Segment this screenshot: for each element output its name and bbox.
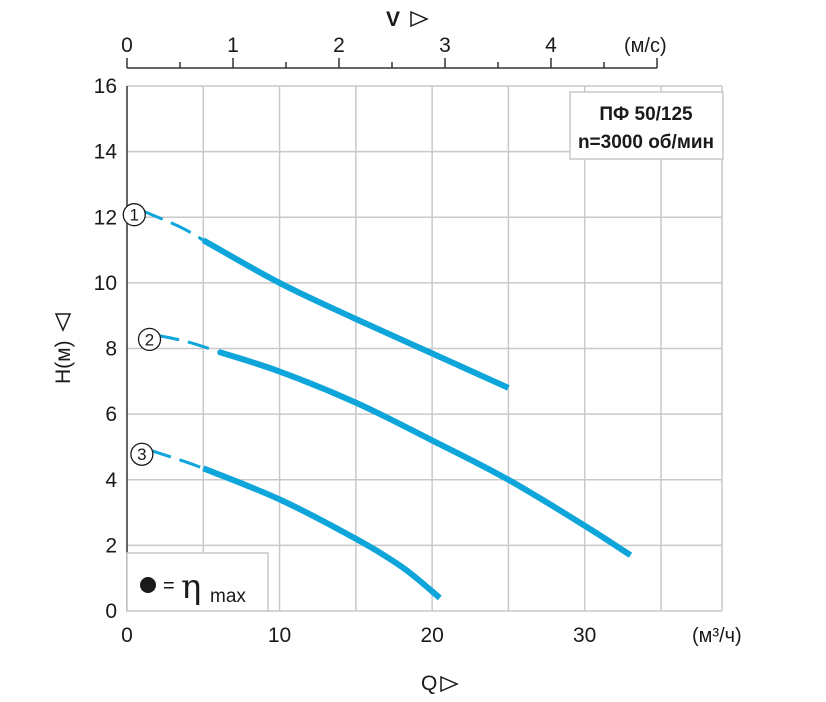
y-axis-title: H(м) <box>52 313 75 384</box>
curve-1-line <box>201 237 510 391</box>
x-unit-label: (м³/ч) <box>692 625 742 647</box>
legend-equals: = <box>163 575 175 597</box>
curve-2-dashed-segment <box>157 333 219 354</box>
top-axis-label: V <box>386 8 400 31</box>
y-tick-label: 4 <box>105 469 117 492</box>
x-axis-label: Q <box>421 672 437 695</box>
curve-2-number: 2 <box>145 330 154 349</box>
x-tick-label: 30 <box>573 624 596 647</box>
curve-1-number: 1 <box>130 206 139 225</box>
x-axis-title: Q <box>421 672 459 695</box>
legend-eta-subscript: max <box>210 586 246 607</box>
y-tick-label: 12 <box>94 206 117 229</box>
title-box-frame <box>569 91 724 160</box>
chart-title-model: ПФ 50/125 <box>599 104 693 125</box>
top-tick-label: 1 <box>227 34 239 57</box>
y-axis-arrow-icon <box>54 313 72 332</box>
legend-eta: η <box>181 567 201 607</box>
top-axis-arrow-icon <box>410 10 429 28</box>
y-tick-label: 6 <box>105 403 117 426</box>
legend: = η max <box>126 552 269 612</box>
x-tick-label: 10 <box>268 624 291 647</box>
y-axis-label: H(м) <box>52 340 75 384</box>
curve-1-dashed-segment <box>141 209 205 242</box>
y-tick-label: 10 <box>94 272 117 295</box>
x-tick-label: 20 <box>420 624 443 647</box>
curve-3-dashed-segment <box>149 448 204 470</box>
top-tick-label: 3 <box>439 34 451 57</box>
curve-2-badge <box>137 327 162 352</box>
curve-1-badge <box>122 203 146 227</box>
x-tick-label: 0 <box>121 624 133 647</box>
top-tick-label: 2 <box>333 34 345 57</box>
legend-dot-icon <box>140 577 156 593</box>
y-tick-label: 14 <box>94 141 118 164</box>
top-axis-title: V <box>386 8 429 31</box>
curve-3-line <box>202 465 442 601</box>
y-tick-label: 2 <box>105 534 117 557</box>
curve-2-line <box>217 348 633 558</box>
curve-3-number: 3 <box>137 445 146 464</box>
curves: 1 2 3 <box>122 203 633 601</box>
x-axis-arrow-icon <box>440 675 459 693</box>
y-tick-label: 8 <box>105 338 117 361</box>
y-tick-label: 0 <box>105 600 117 623</box>
top-tick-label: 0 <box>121 34 133 57</box>
y-tick-label: 16 <box>94 75 117 98</box>
curve-3-badge <box>130 442 154 466</box>
title-box: ПФ 50/125 n=3000 об/мин <box>569 91 724 160</box>
top-tick-label: 4 <box>545 34 557 57</box>
chart-title-speed: n=3000 об/мин <box>578 132 714 153</box>
axes <box>126 58 658 611</box>
top-unit-label: (м/с) <box>624 35 667 57</box>
